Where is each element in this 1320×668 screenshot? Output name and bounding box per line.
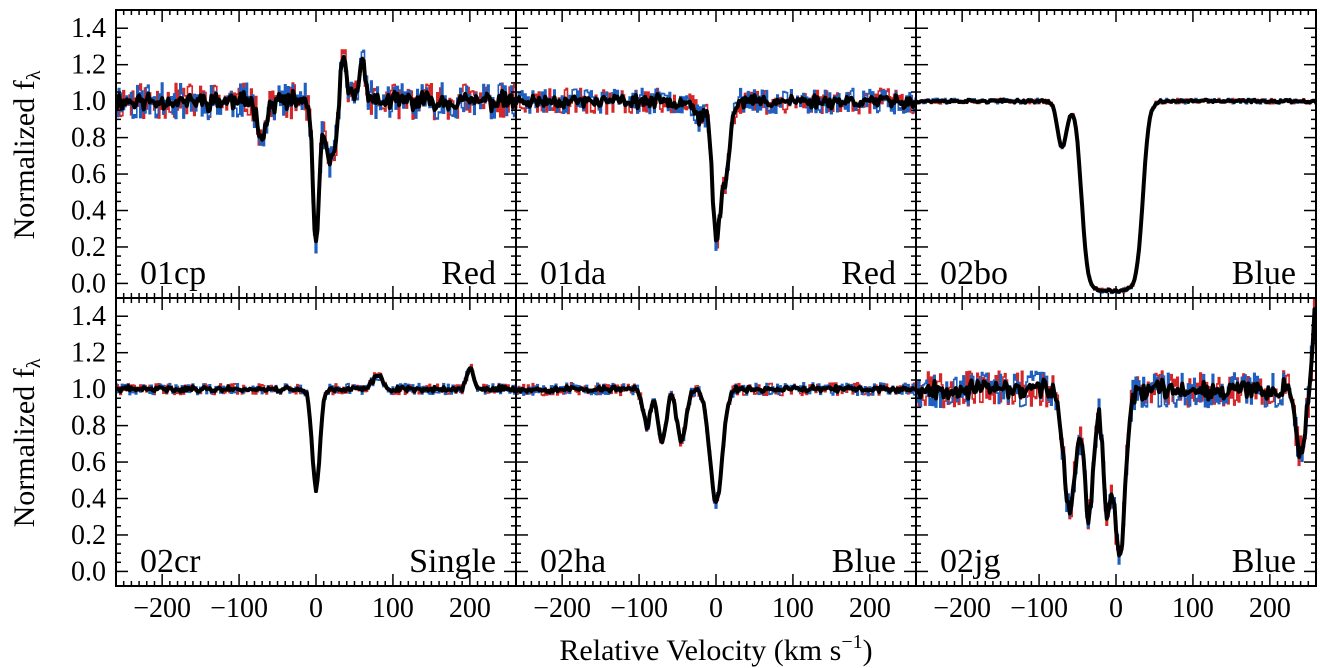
x-tick-label: −100: [610, 593, 668, 624]
y-tick-label: 0.6: [71, 159, 106, 190]
x-tick-label: 100: [1172, 593, 1214, 624]
panel-tag-label: Red: [841, 255, 896, 292]
y-tick-label: 0.4: [71, 484, 106, 515]
y-tick-label: 1.4: [71, 301, 106, 332]
panel-name-label: 01da: [540, 255, 606, 292]
series-red-02cr: [116, 363, 516, 493]
series-mean-02jg: [916, 307, 1316, 558]
panel-tag-label: Single: [409, 543, 496, 580]
y-tick-label: 1.2: [71, 50, 106, 81]
x-tick-label: 0: [709, 593, 723, 624]
y-tick-label: 0.6: [71, 447, 106, 478]
x-tick-label: 100: [372, 593, 414, 624]
x-tick-label: 100: [772, 593, 814, 624]
panel-name-label: 02ha: [540, 543, 606, 580]
x-tick-label: −200: [133, 593, 191, 624]
y-tick-label: 0.4: [71, 196, 106, 227]
y-tick-label: 0.2: [71, 232, 106, 263]
panel-01cp: 0.0 0.2 0.4 0.6 0.8 1.0 1.2 1.4 01cp Red: [71, 9, 517, 299]
y-tick-label: 0.0: [71, 268, 106, 299]
panel-name-label: 02bo: [940, 255, 1008, 292]
series-mean-02ha: [516, 383, 916, 504]
x-tick-label: −100: [210, 593, 268, 624]
panel-name-label: 01cp: [140, 255, 206, 292]
y-tick-label: 0.8: [71, 411, 106, 442]
series-blue-02ha: [516, 382, 916, 509]
y-tick-label: 1.2: [71, 338, 106, 369]
panel-02bo: 02bo Blue: [915, 9, 1317, 299]
panel-tag-label: Blue: [1232, 543, 1296, 580]
x-tick-label: −100: [1010, 593, 1068, 624]
y-tick-label: 1.0: [71, 86, 106, 117]
y-tick-label: 0.0: [71, 556, 106, 587]
x-tick-label: 200: [1249, 593, 1291, 624]
x-axis-label: Relative Velocity (km s−1): [559, 631, 872, 667]
panel-02ha: −200 −100 0 100 200 02ha Blue: [515, 297, 917, 624]
y-tick-label: 0.8: [71, 123, 106, 154]
panel-02jg: −200 −100 0 100 200 02jg Blue: [915, 297, 1317, 624]
y-axis-label-top: Normalized fλ: [8, 70, 45, 239]
series-red-02ha: [516, 382, 916, 502]
x-tick-label: −200: [933, 593, 991, 624]
y-tick-label: 1.4: [71, 13, 106, 44]
panel-name-label: 02cr: [140, 543, 201, 580]
panel-tag-label: Blue: [832, 543, 896, 580]
y-axis-label-bottom: Normalized fλ: [8, 358, 45, 527]
y-tick-label: 0.2: [71, 520, 106, 551]
x-tick-label: −200: [533, 593, 591, 624]
series-mean-01da: [516, 92, 916, 243]
y-tick-label: 1.0: [71, 374, 106, 405]
x-tick-label: 200: [849, 593, 891, 624]
panel-01da: 01da Red: [515, 9, 917, 299]
x-tick-label: 200: [449, 593, 491, 624]
series-mean-02cr: [116, 366, 516, 493]
panel-02cr: 0.0 0.2 0.4 0.6 0.8 1.0 1.2 1.4 −200 −100 0 100 200 0…: [71, 297, 517, 624]
panel-tag-label: Blue: [1232, 255, 1296, 292]
x-tick-label: 0: [309, 593, 323, 624]
series-mean-01cp: [116, 55, 516, 244]
panel-tag-label: Red: [441, 255, 496, 292]
series-red-01cp: [116, 49, 516, 236]
panel-name-label: 02jg: [940, 543, 1000, 580]
x-tick-label: 0: [1109, 593, 1123, 624]
